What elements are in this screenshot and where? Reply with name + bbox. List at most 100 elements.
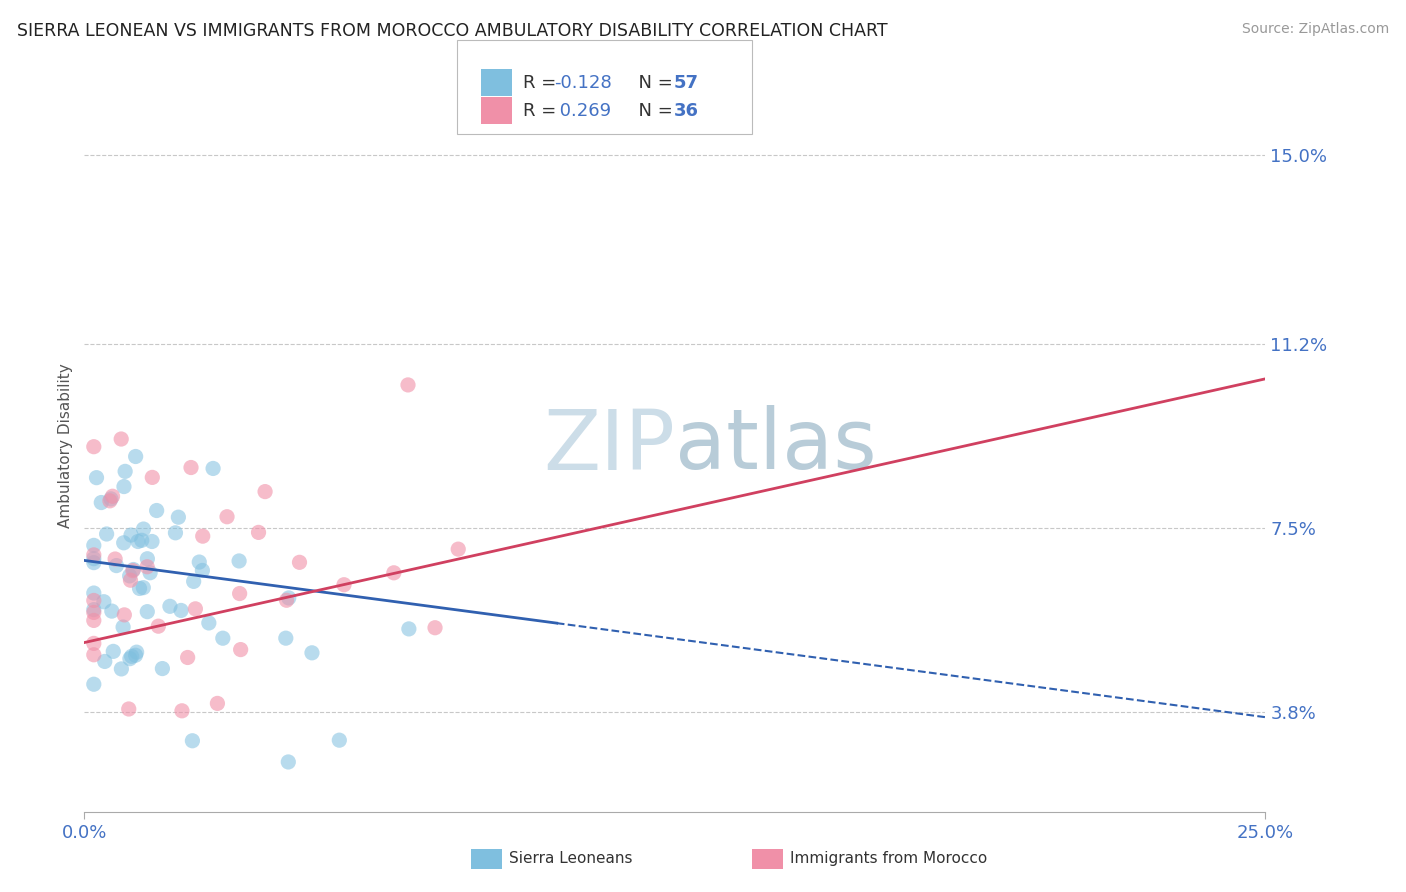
Text: -0.128: -0.128 (554, 74, 612, 92)
Point (101, 604, 124, 618)
Point (83, 648, 105, 662)
Point (396, 378, 419, 392)
Point (114, 464, 136, 478)
Point (301, 646, 323, 660)
Text: 36: 36 (673, 102, 699, 120)
Point (277, 591, 299, 605)
Point (86, 470, 108, 484)
Point (83, 593, 105, 607)
Text: 57: 57 (673, 74, 699, 92)
Point (183, 574, 205, 589)
Point (211, 631, 233, 645)
Point (132, 581, 155, 595)
Point (112, 607, 135, 622)
Point (176, 650, 198, 665)
Point (152, 662, 174, 676)
Point (121, 649, 143, 664)
Point (202, 461, 225, 475)
Point (141, 534, 163, 549)
Point (132, 522, 155, 536)
Point (124, 450, 146, 464)
Point (229, 642, 252, 657)
Text: R =: R = (523, 74, 562, 92)
Text: 0.269: 0.269 (554, 102, 612, 120)
Point (398, 622, 420, 636)
Point (148, 619, 170, 633)
Point (128, 582, 150, 596)
Point (83, 538, 105, 552)
Text: N =: N = (627, 74, 679, 92)
Point (94, 655, 117, 669)
Point (112, 536, 135, 550)
Point (93, 595, 115, 609)
Text: Immigrants from Morocco: Immigrants from Morocco (790, 851, 987, 865)
Point (207, 697, 229, 711)
Point (145, 503, 167, 517)
Point (104, 552, 127, 566)
Point (191, 563, 214, 577)
Point (98, 493, 121, 508)
Point (277, 755, 299, 769)
Text: Sierra Leoneans: Sierra Leoneans (509, 851, 633, 865)
Point (83, 586, 105, 600)
Text: Source: ZipAtlas.com: Source: ZipAtlas.com (1241, 22, 1389, 37)
Point (83, 614, 105, 628)
Point (136, 559, 159, 574)
Point (170, 704, 193, 718)
Text: R =: R = (523, 102, 562, 120)
Point (112, 479, 135, 493)
Point (83, 548, 105, 562)
Point (83, 636, 105, 650)
Point (254, 484, 277, 499)
Point (288, 555, 311, 569)
Point (139, 566, 162, 580)
Point (180, 460, 202, 475)
Point (131, 533, 153, 548)
Point (167, 510, 190, 524)
Text: atlas: atlas (675, 406, 876, 486)
Point (124, 648, 146, 663)
Point (247, 525, 270, 540)
Point (165, 525, 187, 540)
Point (101, 489, 124, 503)
Point (96, 527, 118, 541)
Point (121, 564, 143, 578)
Point (274, 631, 297, 645)
Text: ZIP: ZIP (543, 406, 675, 486)
Point (110, 662, 132, 676)
Point (136, 551, 159, 566)
Point (184, 602, 207, 616)
Point (90, 495, 112, 509)
Point (328, 733, 350, 747)
Point (141, 470, 163, 484)
Point (188, 555, 211, 569)
Point (110, 432, 132, 446)
Point (83, 440, 105, 454)
Point (120, 573, 142, 587)
Point (118, 702, 141, 716)
Text: N =: N = (627, 102, 679, 120)
Text: SIERRA LEONEAN VS IMMIGRANTS FROM MOROCCO AMBULATORY DISABILITY CORRELATION CHAR: SIERRA LEONEAN VS IMMIGRANTS FROM MOROCC… (17, 22, 887, 40)
Point (100, 491, 122, 506)
Point (120, 528, 142, 542)
Point (136, 605, 159, 619)
Point (118, 651, 141, 665)
Point (333, 578, 356, 592)
Point (228, 586, 250, 600)
Point (276, 593, 298, 607)
Point (112, 620, 135, 634)
Point (125, 645, 148, 659)
Point (127, 534, 149, 549)
Point (447, 542, 470, 557)
Point (228, 554, 250, 568)
Point (423, 621, 446, 635)
Point (105, 558, 128, 573)
Point (83, 602, 105, 616)
Point (83, 606, 105, 620)
Point (191, 529, 214, 543)
Point (83, 677, 105, 691)
Point (181, 733, 204, 747)
Point (103, 644, 125, 658)
Point (382, 566, 405, 580)
Point (83, 556, 105, 570)
